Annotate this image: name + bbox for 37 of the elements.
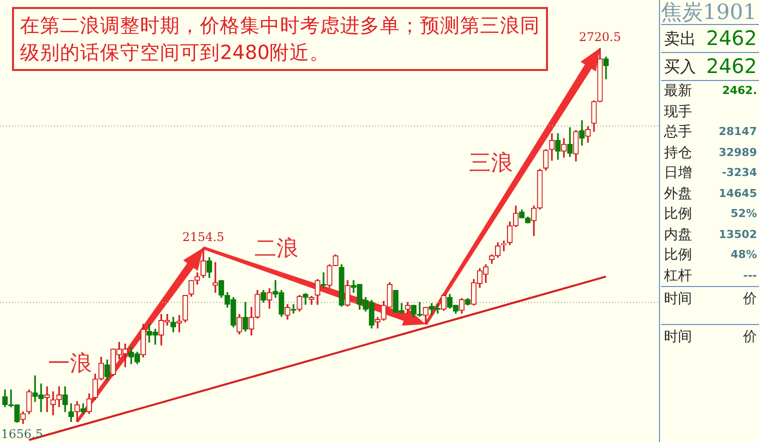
candlestick — [290, 304, 296, 314]
text: 价 — [743, 291, 757, 307]
text: 32989 — [718, 146, 757, 158]
category-label: 买入 — [664, 56, 696, 78]
candlestick — [44, 386, 50, 412]
annotation: 2154.5 — [182, 230, 224, 244]
text: 焦炭1901 — [661, 0, 759, 25]
category-label: 内盘 — [664, 226, 692, 244]
category-label: 总手 — [664, 123, 692, 142]
category-label: 卖出 — [664, 28, 696, 50]
category-label: 比例 — [664, 246, 692, 265]
category-label: 时间 — [664, 328, 692, 347]
annotation: 二浪 — [254, 236, 299, 262]
category-label: 最新 — [664, 82, 692, 101]
text: 14645 — [718, 186, 757, 200]
category-label: 现手 — [664, 102, 692, 122]
category-label: 比例 — [664, 205, 692, 224]
text: 48% — [730, 248, 757, 261]
category-label: 日增 — [664, 164, 692, 183]
annotation: 2720.5 — [578, 30, 621, 44]
annotation: 1656.5 — [1, 427, 43, 442]
text: 2462. — [722, 84, 757, 97]
category-label: 时间 — [664, 290, 692, 309]
text: 价 — [743, 329, 757, 345]
text: 2462 — [706, 54, 757, 78]
category-label: 持仓 — [664, 144, 692, 162]
annotation: 三浪 — [468, 150, 513, 176]
text: -3234 — [722, 166, 757, 179]
text: --- — [743, 268, 757, 282]
text: 52% — [730, 207, 757, 220]
text: 28147 — [718, 125, 757, 138]
annotation: 一浪 — [48, 351, 92, 376]
chart-title: 在第二浪调整时期，价格集中时考虑进多单；预测第三浪同级别的话保守空间可到2480附近。 — [12, 7, 548, 71]
text: 2462 — [706, 26, 757, 50]
category-label: 外盘 — [664, 184, 692, 204]
category-label: 杠杆 — [664, 266, 692, 286]
text: 13502 — [718, 228, 757, 240]
